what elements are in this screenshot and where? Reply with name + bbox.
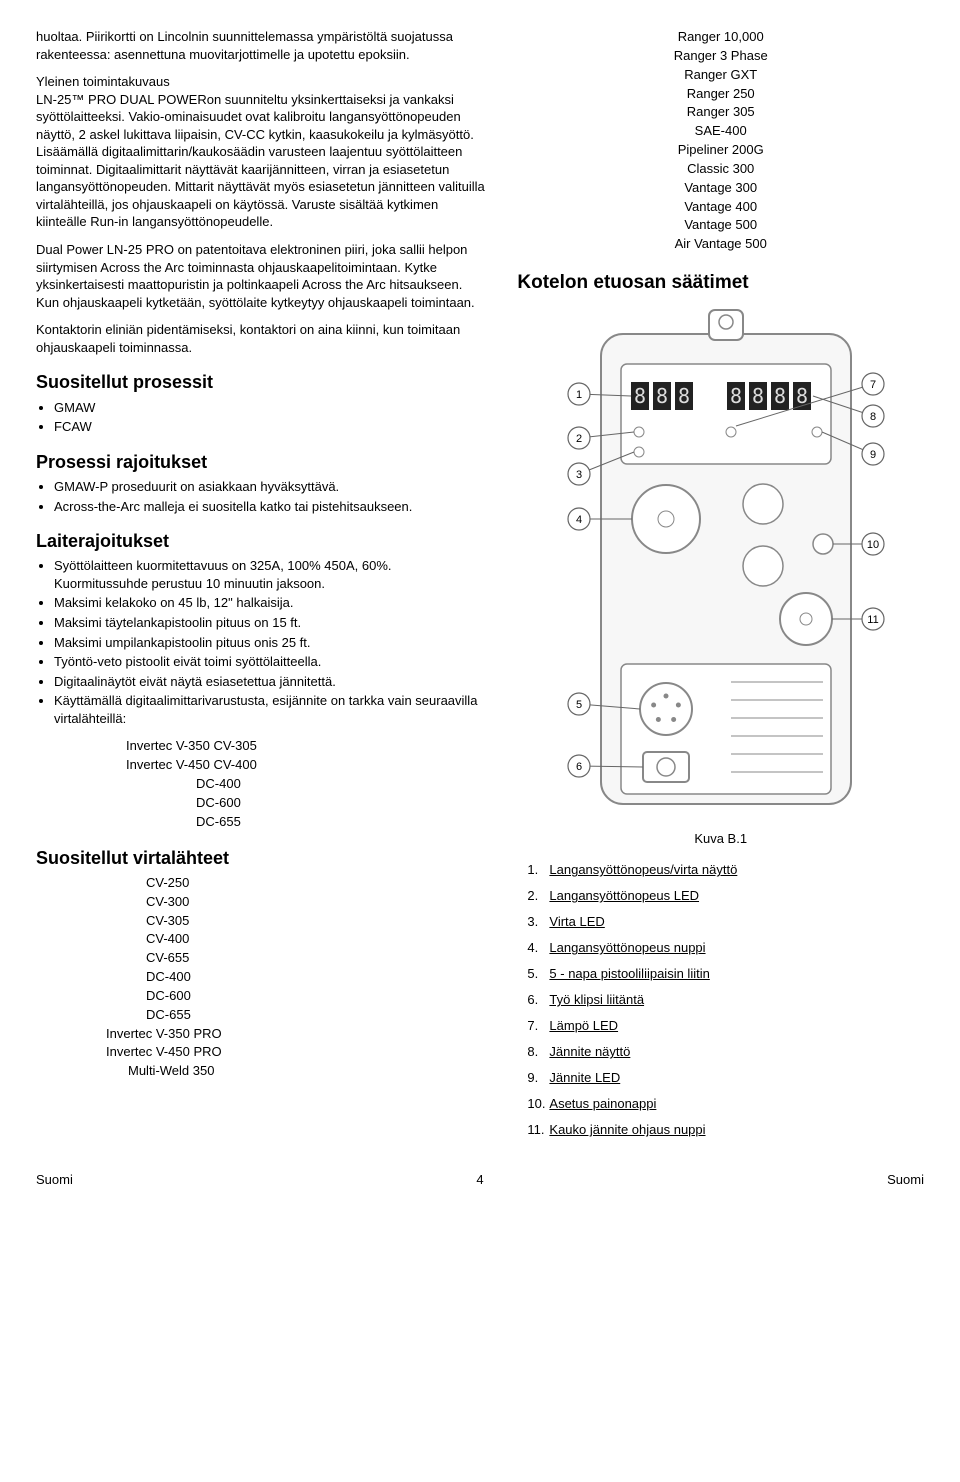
list-item: Käyttämällä digitaalimittarivarustusta, … — [54, 692, 485, 727]
list-item: Ranger 305 — [517, 103, 924, 122]
page-footer: Suomi 4 Suomi — [36, 1171, 924, 1189]
list-item: SAE-400 — [517, 122, 924, 141]
list-item: Maksimi täytelankapistoolin pituus on 15… — [54, 614, 485, 632]
list-item: Maksimi kelakoko on 45 lb, 12" halkaisij… — [54, 594, 485, 612]
footer-center: 4 — [476, 1171, 483, 1189]
heading-suositellut-virtalahteet: Suositellut virtalähteet — [36, 846, 485, 870]
legend-item: 3.Virta LED — [527, 909, 924, 935]
svg-text:8: 8 — [752, 384, 764, 408]
list-item: Classic 300 — [517, 160, 924, 179]
svg-text:8: 8 — [774, 384, 786, 408]
list-item: GMAW-P proseduurit on asiakkaan hyväksyt… — [54, 478, 485, 496]
list-item: Ranger 250 — [517, 85, 924, 104]
svg-text:7: 7 — [870, 379, 876, 391]
figure-caption: Kuva B.1 — [517, 830, 924, 848]
list-laiterajoitukset: Syöttölaitteen kuormitettavuus on 325A, … — [36, 557, 485, 727]
list-item: CV-400 — [146, 930, 485, 949]
list-item: DC-400 — [196, 775, 485, 794]
list-item: Invertec V-350 PRO — [106, 1025, 485, 1044]
legend-item: 11.Kauko jännite ohjaus nuppi — [527, 1117, 924, 1143]
list-item: GMAW — [54, 399, 485, 417]
list-item: Vantage 500 — [517, 216, 924, 235]
svg-text:9: 9 — [870, 449, 876, 461]
list-item: Ranger 10,000 — [517, 28, 924, 47]
legend-item: 1.Langansyöttönopeus/virta näyttö — [527, 857, 924, 883]
list-item: Ranger 3 Phase — [517, 47, 924, 66]
legend-item: 5.5 - napa pistooliliipaisin liitin — [527, 961, 924, 987]
list-item: CV-250 — [146, 874, 485, 893]
list-item: CV-300 — [146, 893, 485, 912]
svg-text:4: 4 — [576, 514, 582, 526]
svg-text:8: 8 — [656, 384, 668, 408]
heading-prosessi-rajoitukset: Prosessi rajoitukset — [36, 450, 485, 474]
heading-laiterajoitukset: Laiterajoitukset — [36, 529, 485, 553]
list-item: Syöttölaitteen kuormitettavuus on 325A, … — [54, 557, 485, 592]
svg-text:3: 3 — [576, 469, 582, 481]
intro-paragraph-1: huoltaa. Piirikortti on Lincolnin suunni… — [36, 28, 485, 63]
svg-text:8: 8 — [730, 384, 742, 408]
legend-item: 10.Asetus painonappi — [527, 1091, 924, 1117]
list-item: Invertec V-450 CV-400 — [126, 756, 485, 775]
footer-right: Suomi — [887, 1171, 924, 1189]
device-diagram: 88888881234567891011 — [531, 304, 911, 824]
legend-item: 8.Jännite näyttö — [527, 1039, 924, 1065]
list-rajoitukset: GMAW-P proseduurit on asiakkaan hyväksyt… — [36, 478, 485, 515]
figure-b1: 88888881234567891011 — [517, 304, 924, 824]
list-item: Ranger GXT — [517, 66, 924, 85]
suositellut-virtalahteet-list: CV-250 CV-300 CV-305 CV-400 CV-655 DC-40… — [146, 874, 485, 1081]
svg-text:6: 6 — [576, 761, 582, 773]
list-item: Työntö-veto pistoolit eivät toimi syöttö… — [54, 653, 485, 671]
list-item: Across-the-Arc malleja ei suositella kat… — [54, 498, 485, 516]
intro-paragraph-2: Yleinen toimintakuvaus LN-25™ PRO DUAL P… — [36, 73, 485, 231]
tarkka-virtalahteet-list: Invertec V-350 CV-305 Invertec V-450 CV-… — [126, 737, 485, 831]
legend-list: 1.Langansyöttönopeus/virta näyttö 2.Lang… — [527, 857, 924, 1143]
list-item: Pipeliner 200G — [517, 141, 924, 160]
right-models-list: Ranger 10,000 Ranger 3 Phase Ranger GXT … — [517, 28, 924, 254]
intro-paragraph-4: Kontaktorin eliniän pidentämiseksi, kont… — [36, 321, 485, 356]
heading-suositellut-prosessit: Suositellut prosessit — [36, 370, 485, 394]
list-item: Maksimi umpilankapistoolin pituus onis 2… — [54, 634, 485, 652]
list-item: DC-655 — [196, 813, 485, 832]
list-item: CV-305 — [146, 912, 485, 931]
list-item: Multi-Weld 350 — [128, 1062, 485, 1081]
legend-item: 6.Työ klipsi liitäntä — [527, 987, 924, 1013]
list-item: Air Vantage 500 — [517, 235, 924, 254]
list-item: Invertec V-350 CV-305 — [126, 737, 485, 756]
list-item: FCAW — [54, 418, 485, 436]
svg-text:2: 2 — [576, 433, 582, 445]
list-prosessit: GMAW FCAW — [36, 399, 485, 436]
svg-text:10: 10 — [867, 539, 879, 551]
legend-item: 7.Lämpö LED — [527, 1013, 924, 1039]
list-item: Invertec V-450 PRO — [106, 1043, 485, 1062]
svg-text:8: 8 — [870, 411, 876, 423]
svg-text:5: 5 — [576, 699, 582, 711]
svg-text:8: 8 — [634, 384, 646, 408]
list-item: Digitaalinäytöt eivät näytä esiasetettua… — [54, 673, 485, 691]
list-item: DC-600 — [146, 987, 485, 1006]
p2-title: Yleinen toimintakuvaus — [36, 74, 170, 89]
svg-text:11: 11 — [867, 614, 878, 626]
p2-body: LN-25™ PRO DUAL POWERon suunniteltu yksi… — [36, 92, 485, 230]
legend-item: 9.Jännite LED — [527, 1065, 924, 1091]
list-item: CV-655 — [146, 949, 485, 968]
list-item: Vantage 300 — [517, 179, 924, 198]
intro-paragraph-3: Dual Power LN-25 PRO on patentoitava ele… — [36, 241, 485, 311]
svg-text:8: 8 — [678, 384, 690, 408]
svg-text:1: 1 — [576, 389, 582, 401]
heading-kotelon: Kotelon etuosan säätimet — [517, 270, 924, 296]
list-item: DC-600 — [196, 794, 485, 813]
footer-left: Suomi — [36, 1171, 73, 1189]
list-item: DC-400 — [146, 968, 485, 987]
list-item: Vantage 400 — [517, 198, 924, 217]
legend-item: 2.Langansyöttönopeus LED — [527, 883, 924, 909]
list-item: DC-655 — [146, 1006, 485, 1025]
legend-item: 4.Langansyöttönopeus nuppi — [527, 935, 924, 961]
